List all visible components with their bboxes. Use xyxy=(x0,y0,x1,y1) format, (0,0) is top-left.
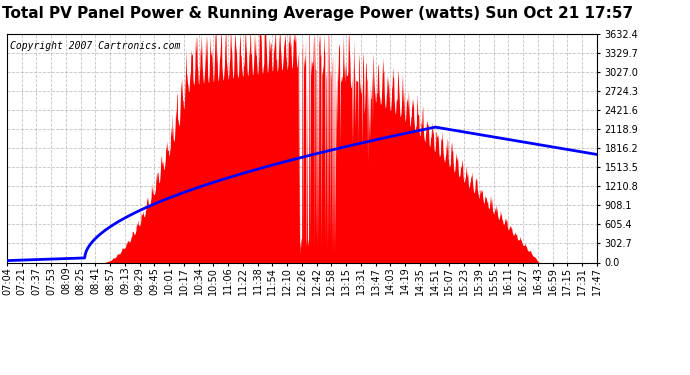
Text: Total PV Panel Power & Running Average Power (watts) Sun Oct 21 17:57: Total PV Panel Power & Running Average P… xyxy=(2,6,633,21)
Text: Copyright 2007 Cartronics.com: Copyright 2007 Cartronics.com xyxy=(10,40,180,51)
